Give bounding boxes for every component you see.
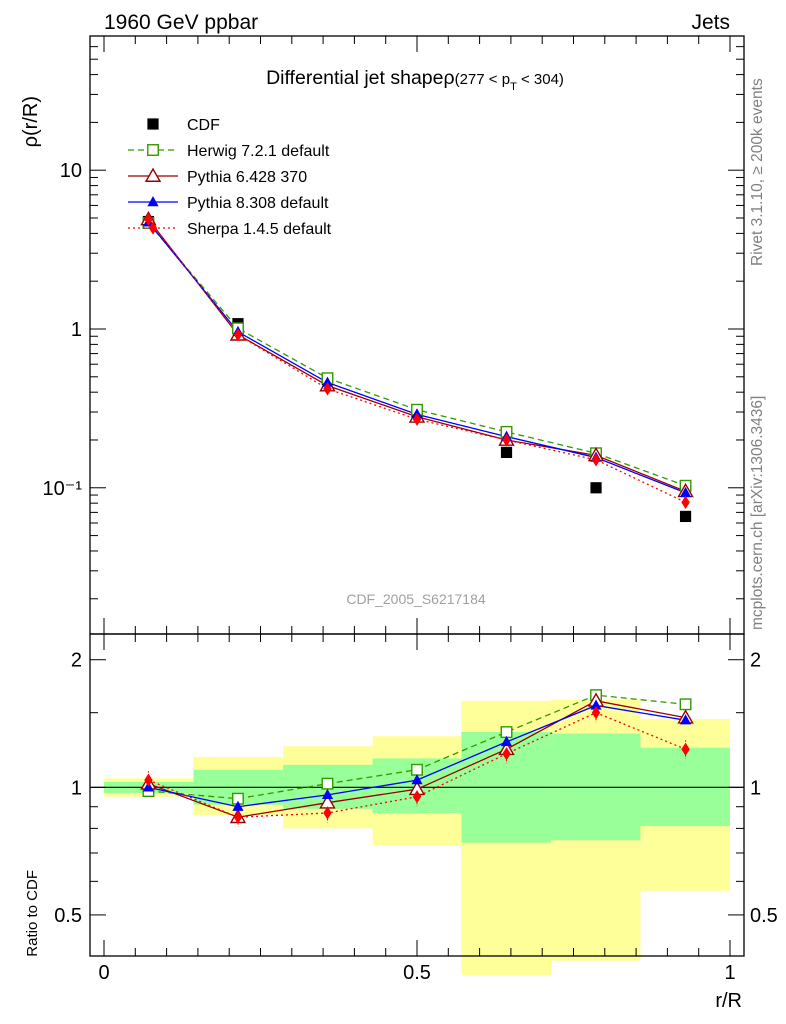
data-point <box>502 433 511 447</box>
y-tick-label: 10⁻¹ <box>43 478 83 500</box>
data-point <box>679 510 692 523</box>
ratio-data-point <box>590 699 602 710</box>
watermark: CDF_2005_S6217184 <box>346 591 486 607</box>
plot-title-range-close: < 304) <box>517 71 564 88</box>
ratio-data-point <box>411 774 423 785</box>
header-left: 1960 GeV ppbar <box>104 11 258 34</box>
data-point <box>233 328 243 342</box>
main-plot: 10 1 10⁻¹ CDF_2005_S6217184 Differential j… <box>43 35 745 635</box>
data-point <box>679 486 692 497</box>
ratio-data-point <box>500 735 513 747</box>
ratio-data-point <box>679 714 692 725</box>
series-line <box>147 218 686 492</box>
ratio-data-point <box>412 790 422 804</box>
header-right: Jets <box>691 11 730 34</box>
ratio-data-point <box>679 698 692 711</box>
rivet-version-label: Rivet 3.1.10, ≥ 200k events <box>749 78 766 266</box>
ratio-y-tick-label-right: 1 <box>750 777 761 799</box>
legend-label: Sherpa 1.4.5 default <box>187 221 332 238</box>
y-tick-label: 1 <box>71 319 82 341</box>
data-point <box>323 382 332 396</box>
bottom-ylabel: Ratio to CDF <box>24 870 41 957</box>
legend-marker <box>147 196 159 207</box>
data-point <box>591 453 601 467</box>
data-point <box>321 376 334 387</box>
plot-title-main: Differential jet shapeρ <box>266 67 455 89</box>
ratio-y-tick-label-right: 2 <box>750 650 761 672</box>
x-axis-label: r/R <box>715 990 742 1012</box>
data-point <box>500 446 513 459</box>
legend-label: CDF <box>187 117 220 134</box>
x-axis: 0 0.5 1 <box>98 36 736 984</box>
plot-title: Differential jet shapeρ(277 < pT < 304) <box>266 67 564 93</box>
ratio-data-point <box>233 810 243 824</box>
plot-title-pt-sub: T <box>510 81 517 93</box>
top-ylabel: ρ(r/R) <box>20 96 42 147</box>
x-tick-label: 0 <box>98 962 109 984</box>
data-point <box>590 482 602 494</box>
ratio-data-point <box>321 777 334 790</box>
ratio-y-tick-label: 0.5 <box>54 905 82 927</box>
ratio-data-point <box>502 747 511 761</box>
ratio-data-point <box>591 706 601 720</box>
legend-label: Pythia 6.428 370 <box>187 169 307 186</box>
data-point <box>681 495 690 509</box>
legend: CDF Herwig 7.2.1 default Pythia 6.428 370 P… <box>128 117 332 238</box>
x-tick-label: 1 <box>724 962 735 984</box>
ratio-data-point <box>144 773 153 787</box>
ratio-y-tick-label-right: 0.5 <box>750 905 778 927</box>
series-line <box>147 221 686 494</box>
x-tick-label: 0.5 <box>403 962 431 984</box>
data-point <box>412 412 422 426</box>
legend-marker <box>144 167 162 182</box>
legend-marker <box>147 144 159 156</box>
y-tick-label: 10 <box>60 160 82 182</box>
mcplots-label: mcplots.cern.ch [arXiv:1306.3436] <box>749 396 766 630</box>
series-line <box>147 218 686 503</box>
ratio-data-point <box>323 806 332 820</box>
legend-marker <box>148 221 158 235</box>
series-line <box>147 222 686 487</box>
ratio-data-point <box>321 788 334 800</box>
legend-marker <box>147 118 159 130</box>
legend-label: Herwig 7.2.1 default <box>187 143 330 160</box>
ratio-data-point <box>500 726 513 739</box>
ratio-data-point <box>411 763 423 776</box>
ratio-data-point <box>681 742 690 756</box>
data-point <box>144 212 153 227</box>
plot-title-range-open: (277 < p <box>455 71 510 88</box>
ratio-data-point <box>232 800 244 811</box>
legend-label: Pythia 8.308 default <box>187 195 329 212</box>
ratio-plot: 2 2 1 1 0.5 0.5 <box>54 633 778 976</box>
ratio-y-tick-label: 2 <box>71 650 82 672</box>
ratio-y-tick-label: 1 <box>71 777 82 799</box>
